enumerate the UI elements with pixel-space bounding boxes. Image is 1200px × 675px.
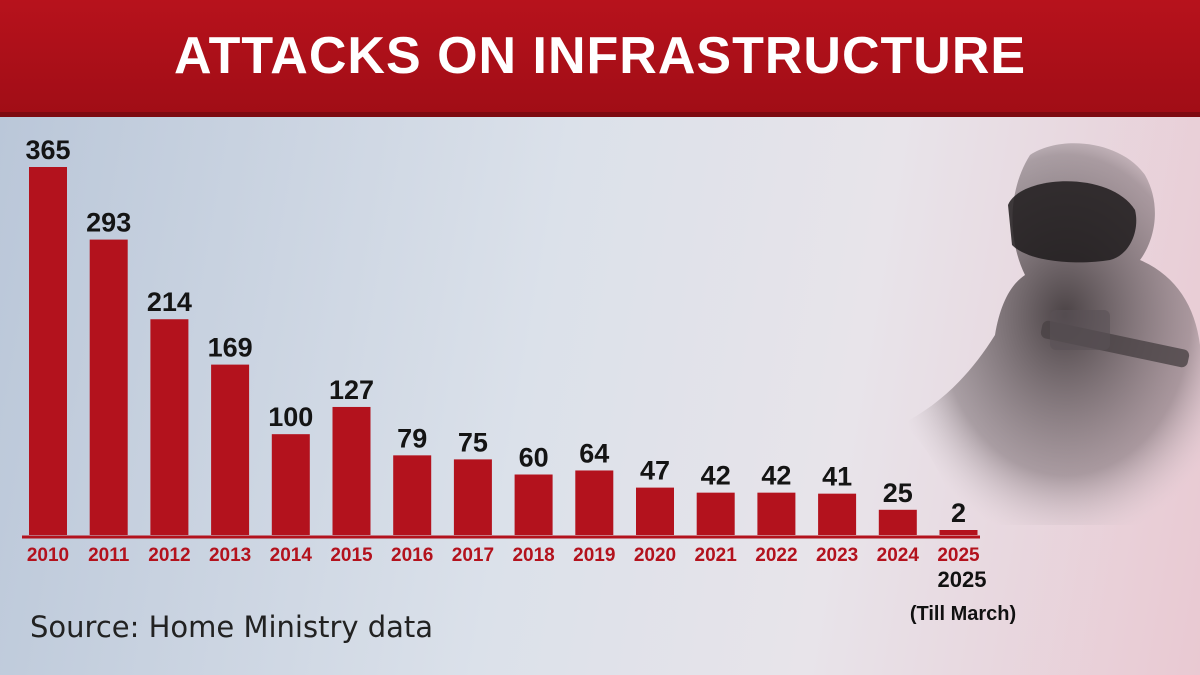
bar-2022 [757, 492, 796, 535]
bar-2013 [211, 364, 250, 535]
tick-labels-group: 2010 2011 2012 2013 2014 2015 2016 2017 2018 2019… [27, 545, 980, 566]
value-label-2022: 42 [761, 461, 791, 491]
bar-2024 [878, 509, 917, 535]
value-label-2010: 365 [25, 135, 70, 165]
bar-2025 [939, 530, 978, 535]
tick-label-2023: 2023 [816, 545, 858, 566]
footnote-note: (Till March) [909, 603, 1017, 625]
value-labels-group: 365 293 214 169 100 127 79 75 60 64 47 42 42 41 25 2 [25, 135, 966, 528]
value-label-2011: 293 [86, 208, 131, 238]
source-note: Source: Home Ministry data [30, 610, 434, 644]
bar-2010 [29, 167, 67, 535]
value-label-2013: 169 [208, 333, 253, 363]
value-label-2014: 100 [268, 402, 313, 432]
value-label-2012: 214 [147, 287, 192, 317]
value-label-2016: 79 [397, 423, 427, 453]
tick-label-2015: 2015 [330, 545, 373, 566]
bar-2017 [453, 459, 492, 535]
tick-label-2025: 2025 [937, 545, 980, 566]
tick-label-2020: 2020 [634, 545, 676, 566]
header-rule [0, 112, 1200, 117]
value-label-2021: 42 [701, 461, 731, 491]
tick-label-2013: 2013 [209, 545, 251, 566]
tick-label-2016: 2016 [391, 545, 433, 566]
tick-label-2012: 2012 [148, 545, 190, 566]
bar-2023 [818, 493, 857, 535]
value-label-2019: 64 [579, 438, 609, 468]
bar-2019 [575, 470, 614, 535]
tick-label-2011: 2011 [88, 545, 130, 566]
bar-2011 [89, 239, 128, 535]
bar-2012 [150, 319, 189, 535]
value-label-2017: 75 [458, 427, 488, 457]
soldier-silhouette-image [900, 143, 1200, 526]
value-label-2024: 25 [883, 478, 913, 508]
tick-label-2024: 2024 [877, 545, 920, 566]
footnote-year: 2025 [937, 567, 987, 592]
tick-label-2014: 2014 [270, 545, 313, 566]
tick-label-2021: 2021 [695, 545, 738, 566]
chart-title: ATTACKS ON INFRASTRUCTURE [173, 27, 1027, 85]
tick-label-2018: 2018 [512, 545, 554, 566]
bar-2015 [332, 406, 371, 535]
footnote: 2025 (Till March) [910, 567, 1016, 626]
bar-2014 [271, 434, 310, 535]
bar-2020 [636, 487, 674, 535]
value-label-2015: 127 [329, 375, 374, 405]
value-label-2023: 41 [822, 462, 852, 492]
header-banner: ATTACKS ON INFRASTRUCTURE [0, 0, 1200, 117]
bar-2018 [514, 474, 553, 535]
bar-2021 [696, 492, 735, 535]
tick-label-2017: 2017 [452, 545, 494, 566]
bar-2016 [393, 455, 432, 535]
bars-group [29, 167, 978, 535]
tick-label-2022: 2022 [755, 545, 797, 566]
tick-label-2019: 2019 [573, 545, 615, 566]
value-label-2020: 47 [640, 456, 670, 486]
value-label-2018: 60 [519, 443, 549, 473]
value-label-2025: 2 [951, 498, 966, 528]
tick-label-2010: 2010 [27, 545, 69, 566]
